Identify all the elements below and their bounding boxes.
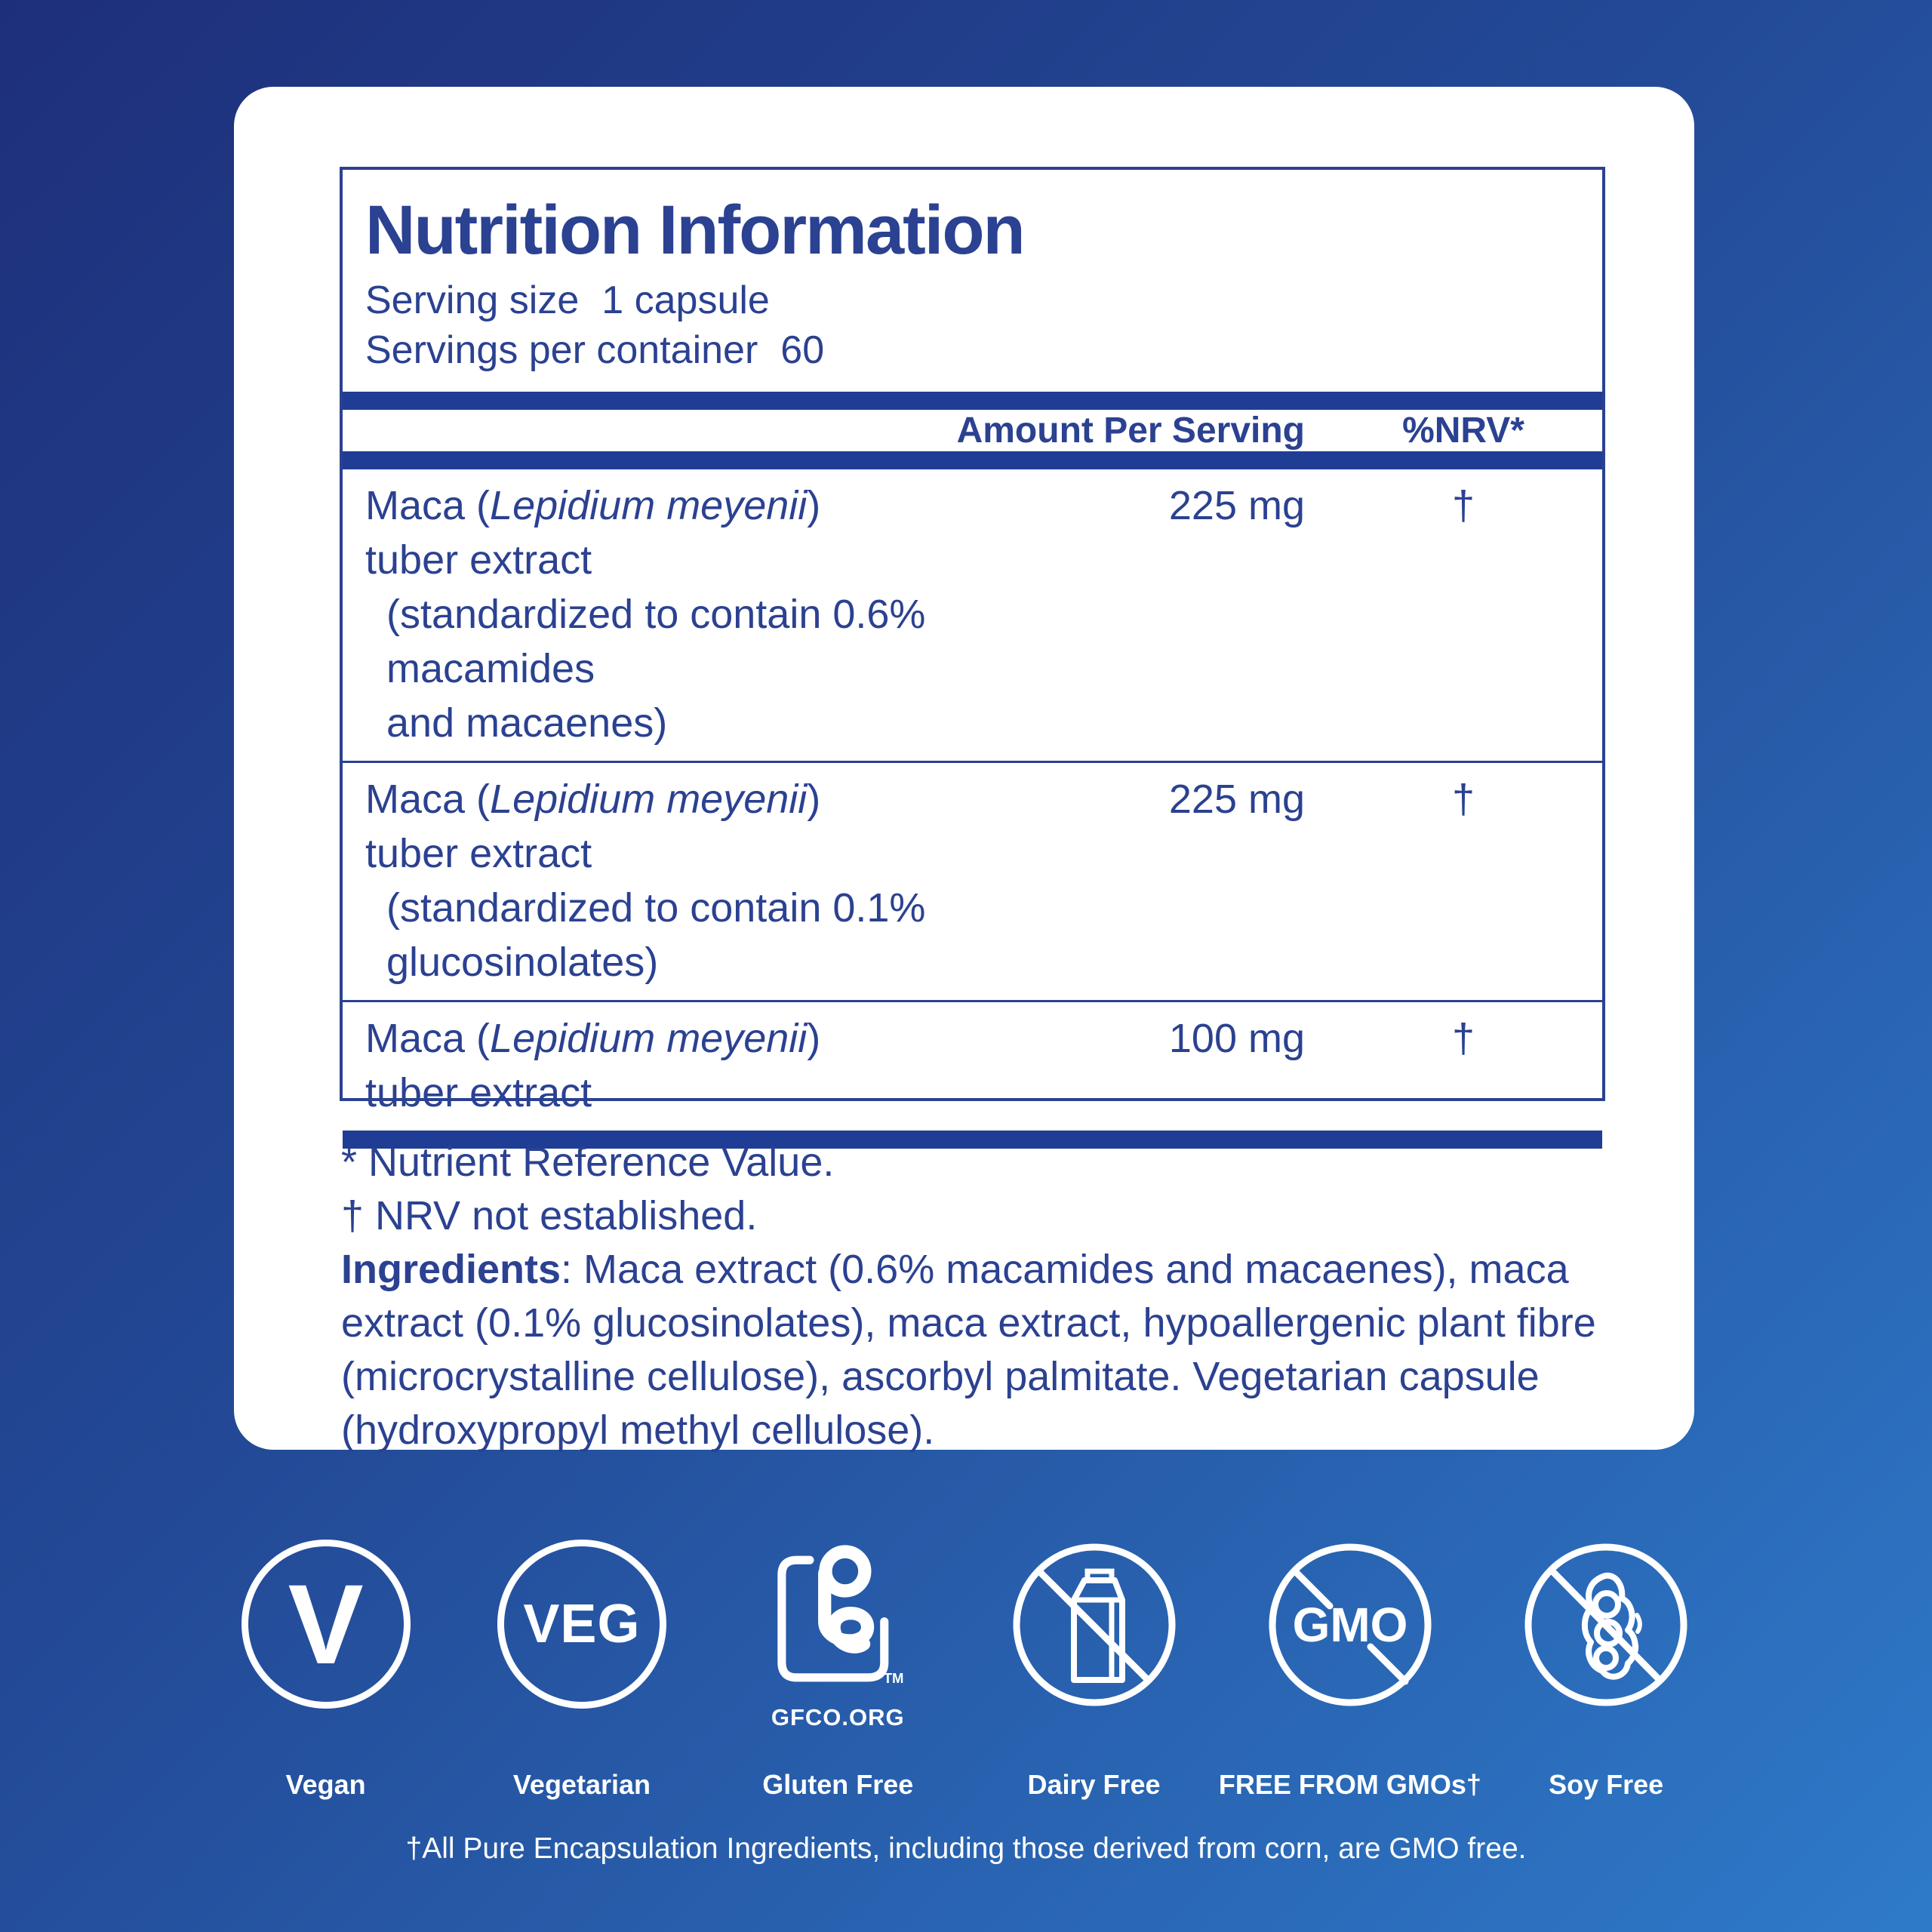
table-row: Maca (Lepidium meyenii) tuber extract (s…: [343, 469, 1602, 761]
ingredient-line2: tuber extract: [365, 831, 592, 876]
soy-free-icon: [1521, 1540, 1691, 1749]
ingredient-name: Maca (Lepidium meyenii) tuber extract (s…: [365, 478, 950, 750]
gfco-frame: [777, 1555, 889, 1682]
badge-dairy-free: Dairy Free: [966, 1540, 1222, 1801]
badge-soy-free: Soy Free: [1478, 1540, 1734, 1801]
nrv-value: †: [1451, 1016, 1475, 1061]
ingredient-prefix: Maca (: [365, 1016, 491, 1061]
ingredient-line2: tuber extract: [365, 1070, 592, 1115]
ingredient-note: (standardized to contain 0.6% macamides: [386, 592, 926, 691]
vegan-icon: V: [241, 1540, 411, 1749]
badge-label-vegetarian: Vegetarian: [512, 1769, 651, 1800]
amount-value: 225 mg: [1168, 777, 1305, 822]
table-divider-bar: [343, 392, 1602, 410]
no-dairy-icon: [1013, 1543, 1176, 1706]
servings-value: 60: [780, 328, 825, 372]
soy-bean: [1593, 1645, 1620, 1671]
serving-size-value: 1 capsule: [601, 278, 770, 322]
badge-vegetarian: VEG Vegetarian: [454, 1540, 709, 1801]
slash-upper: [1291, 1567, 1334, 1610]
gmo-footnote: †All Pure Encapsulation Ingredients, inc…: [405, 1832, 1527, 1865]
servings-label: Servings per container: [365, 328, 758, 372]
serving-size-line: Serving size 1 capsule: [365, 275, 1580, 325]
table-header-row: Amount Per Serving %NRV*: [343, 410, 1602, 451]
slash: [1550, 1569, 1662, 1682]
gfco-gluten-free-icon: TM GFCO.ORG: [763, 1540, 912, 1749]
table-divider-bar: [343, 451, 1602, 469]
servings-per-container-line: Servings per container 60: [365, 325, 1580, 375]
row-separator: [343, 1000, 1602, 1002]
badge-label-soy-free: Soy Free: [1549, 1769, 1664, 1800]
badge-label-vegan: Vegan: [285, 1769, 366, 1800]
nutrition-card: Nutrition Information Serving size 1 caps…: [234, 87, 1694, 1453]
ingredient-note: and macaenes): [386, 700, 668, 746]
gfco-g-tail: [818, 1566, 875, 1654]
nrv-value: †: [1451, 777, 1475, 822]
soy-circle: [1524, 1543, 1687, 1706]
footnotes-block: * Nutrient Reference Value. † NRV not es…: [341, 1136, 1611, 1457]
ingredient-suffix: ): [807, 777, 821, 822]
amount-value: 100 mg: [1168, 1016, 1305, 1061]
nrv-header: %NRV*: [1402, 411, 1524, 451]
certification-badges-row: V Vegan VEG Vegetarian TM: [198, 1540, 1734, 1801]
ingredient-prefix: Maca (: [365, 483, 491, 528]
nrv-footnote: * Nutrient Reference Value.: [341, 1140, 835, 1185]
ingredients-label: Ingredients: [341, 1247, 561, 1292]
gmo-symbol: GMO: [1292, 1598, 1407, 1652]
ingredient-note: (standardized to contain 0.1% glucosinol…: [386, 885, 926, 985]
nutrition-table: Nutrition Information Serving size 1 caps…: [340, 167, 1605, 1149]
dairy-circle: [1013, 1543, 1176, 1706]
dagger-footnote: † NRV not established.: [341, 1193, 758, 1238]
ingredient-line2: tuber extract: [365, 537, 592, 583]
vegetarian-symbol: VEG: [523, 1594, 641, 1654]
badge-label-dairy-free: Dairy Free: [1027, 1769, 1161, 1800]
row-separator: [343, 761, 1602, 763]
ingredient-name: Maca (Lepidium meyenii) tuber extract: [365, 1011, 950, 1120]
vegetarian-icon: VEG: [497, 1540, 666, 1749]
ingredient-prefix: Maca (: [365, 777, 491, 822]
vegan-circle: V: [241, 1540, 411, 1709]
badge-vegan: V Vegan: [198, 1540, 454, 1801]
serving-size-label: Serving size: [365, 278, 580, 322]
table-row: Maca (Lepidium meyenii) tuber extract 10…: [343, 1002, 1602, 1131]
soy-bean: [1594, 1619, 1623, 1647]
gfco-logo: TM: [777, 1545, 904, 1686]
badge-label-gmo-free: FREE FROM GMOs†: [1218, 1769, 1481, 1800]
ingredient-suffix: ): [807, 483, 821, 528]
ingredient-species: Lepidium meyenii: [490, 483, 808, 528]
amount-per-serving-header: Amount Per Serving: [956, 411, 1305, 451]
amount-value: 225 mg: [1168, 483, 1305, 528]
ingredient-species: Lepidium meyenii: [490, 777, 808, 822]
gfco-tm-mark: TM: [884, 1670, 904, 1686]
ingredient-suffix: ): [807, 1016, 821, 1061]
badge-gmo-free: GMO FREE FROM GMOs†: [1218, 1540, 1481, 1801]
gmo-circle: [1269, 1543, 1432, 1706]
dairy-free-icon: [1009, 1540, 1180, 1749]
soy-bean: [1592, 1590, 1622, 1619]
ingredients-paragraph: Ingredients: Maca extract (0.6% macamide…: [341, 1243, 1611, 1457]
vegetarian-circle: VEG: [497, 1540, 666, 1709]
nrv-value: †: [1451, 483, 1475, 528]
slash: [1037, 1569, 1152, 1684]
badge-label-gluten-free: Gluten Free: [762, 1769, 914, 1800]
ingredient-name: Maca (Lepidium meyenii) tuber extract (s…: [365, 772, 950, 989]
ingredients-text: : Maca extract (0.6% macamides and macae…: [341, 1247, 1596, 1453]
table-divider-bar: [343, 1131, 1602, 1149]
no-soy-icon: [1524, 1543, 1687, 1706]
page-title: Nutrition Information: [365, 192, 1026, 269]
no-gmo-icon: GMO: [1269, 1543, 1432, 1706]
slash-lower: [1367, 1643, 1409, 1685]
badge-gluten-free: TM GFCO.ORG Gluten Free: [710, 1540, 966, 1801]
gmo-free-icon: GMO: [1265, 1540, 1435, 1749]
table-row: Maca (Lepidium meyenii) tuber extract (s…: [343, 763, 1602, 1000]
gfco-g-head: [819, 1545, 872, 1598]
gfco-org-text: GFCO.ORG: [771, 1704, 905, 1730]
ingredient-species: Lepidium meyenii: [490, 1016, 808, 1061]
vegan-symbol: V: [288, 1561, 364, 1687]
